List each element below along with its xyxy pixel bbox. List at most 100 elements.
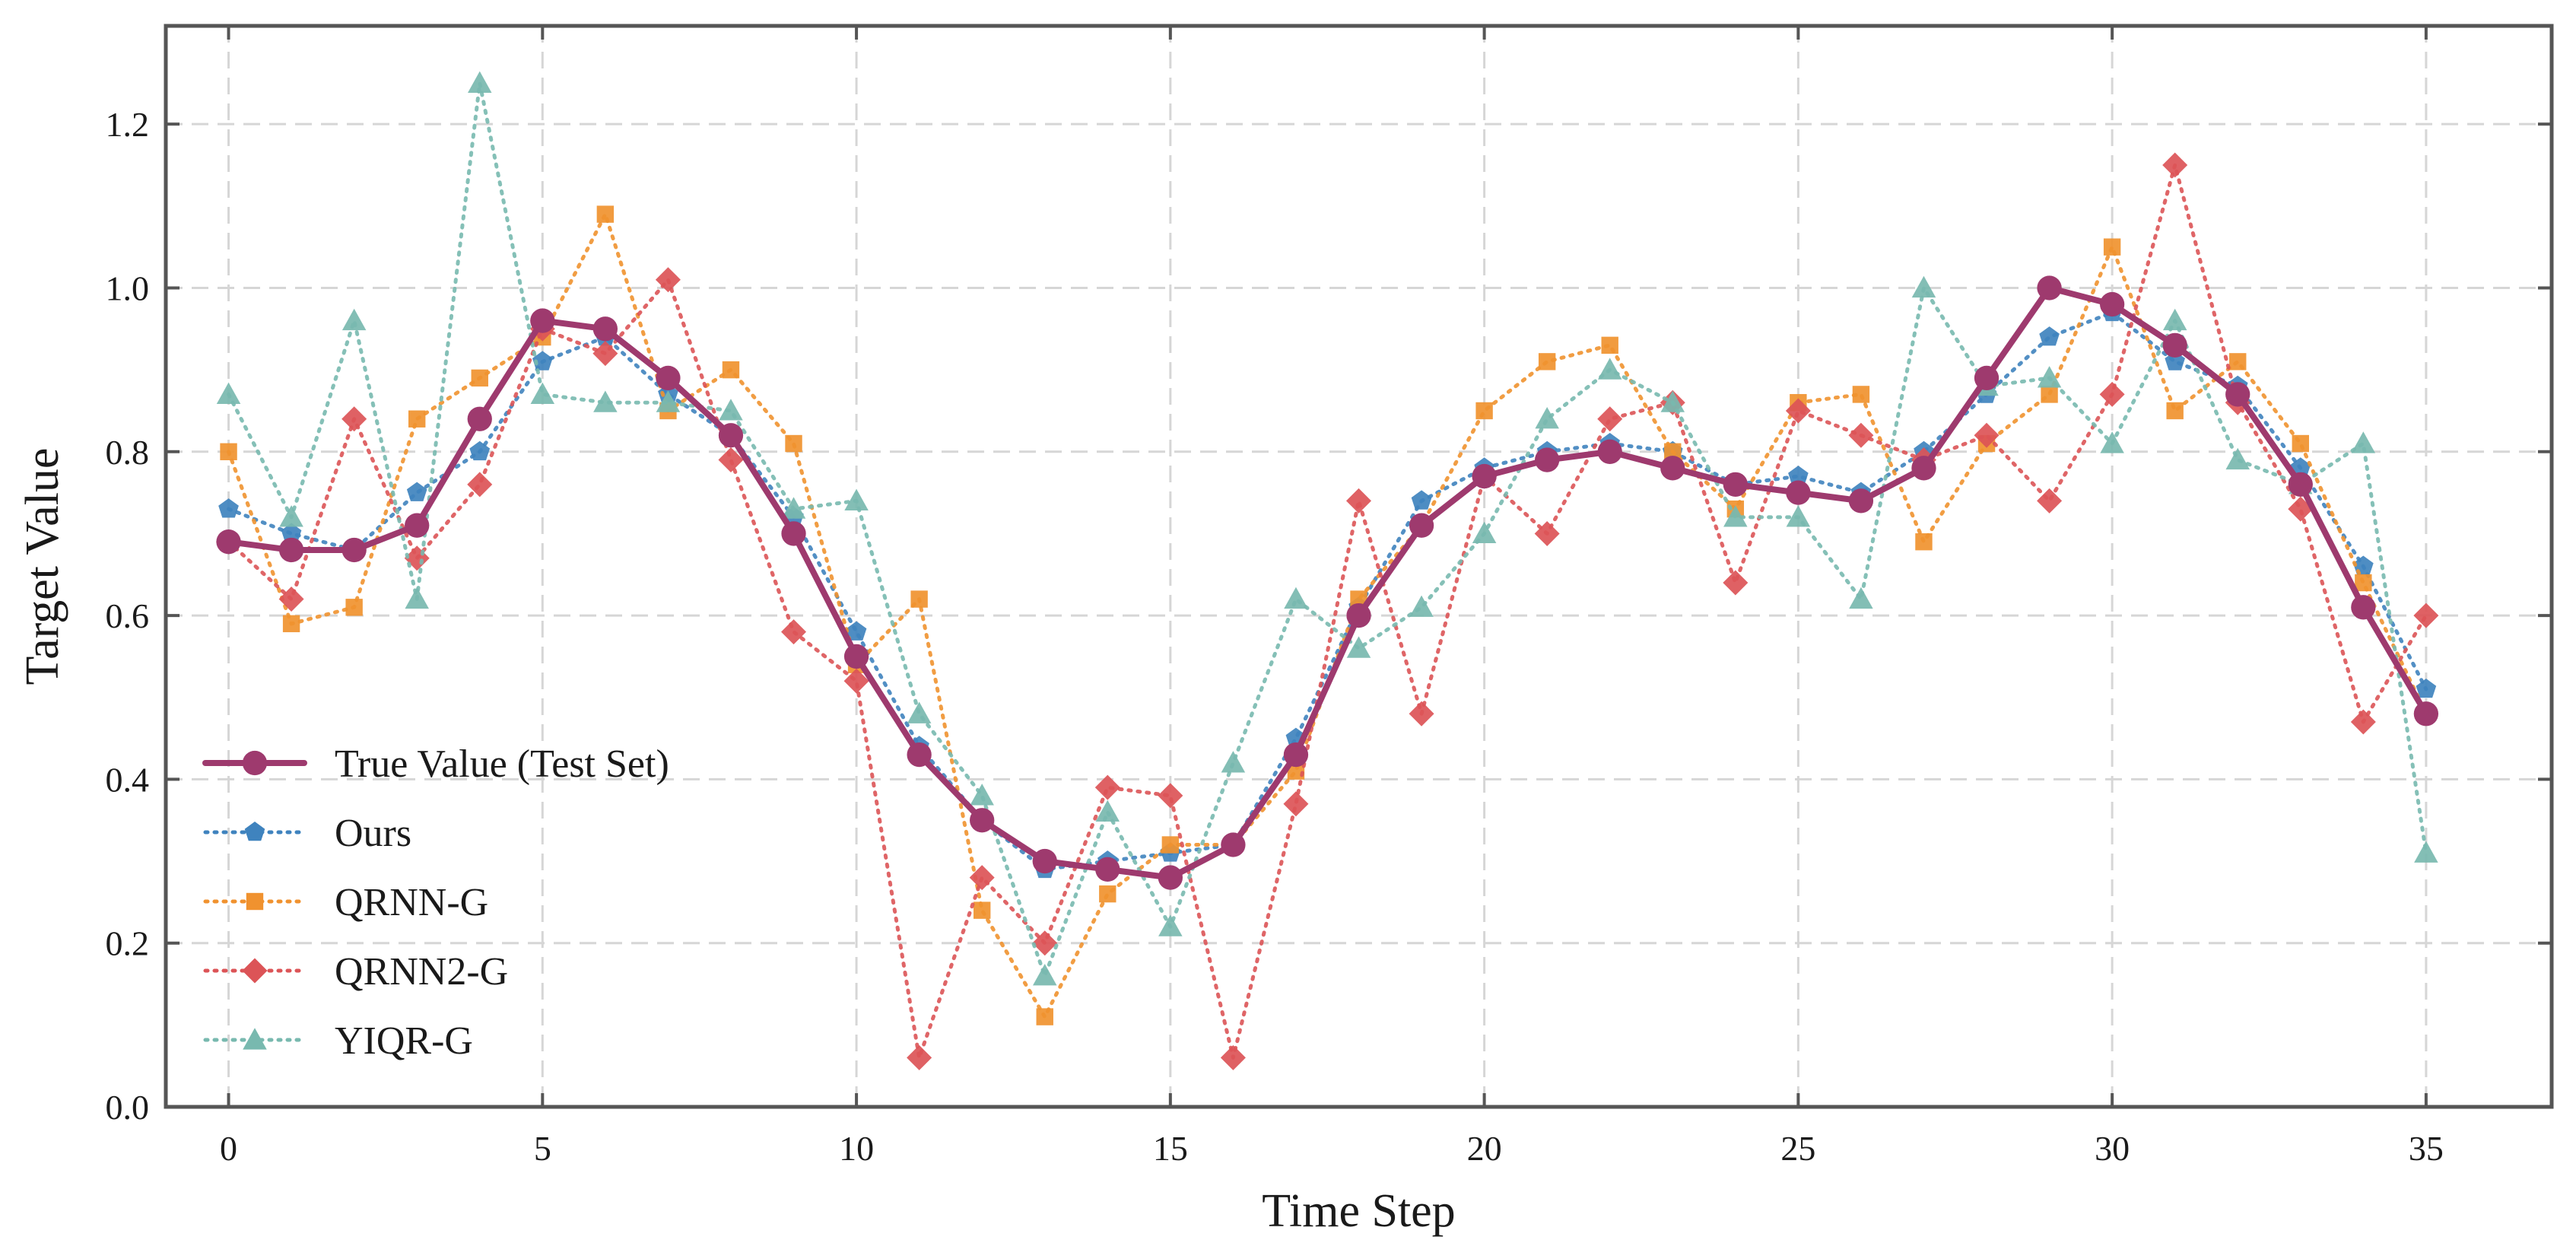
data-point <box>1788 466 1809 485</box>
data-point <box>1601 336 1618 354</box>
data-point <box>656 390 681 412</box>
data-point <box>2037 488 2063 513</box>
data-point <box>469 440 491 461</box>
data-point <box>216 529 241 555</box>
series-line <box>227 212 2428 1019</box>
y-axis-title: Target Value <box>17 448 68 685</box>
x-tick-label: 25 <box>1780 1129 1815 1168</box>
series-true-value-test-set- <box>216 275 2439 890</box>
x-tick-label: 10 <box>839 1129 874 1168</box>
data-point <box>468 71 492 93</box>
y-tick-label: 1.2 <box>106 105 150 144</box>
data-point <box>216 382 241 405</box>
data-point <box>722 361 740 379</box>
data-point <box>532 351 553 370</box>
data-point <box>2355 574 2372 592</box>
data-point <box>843 668 869 694</box>
data-point <box>907 742 932 768</box>
x-tick-label: 0 <box>220 1129 237 1168</box>
y-tick-label: 0.8 <box>106 433 150 472</box>
data-point <box>1534 520 1560 546</box>
data-point <box>910 590 928 608</box>
data-point <box>1032 848 1057 874</box>
data-point <box>1786 480 1811 505</box>
legend-marker <box>246 892 264 911</box>
data-point <box>1538 353 1556 370</box>
axes: 0 5 10 15 20 25 30 35 0.0 0.2 0.4 0.6 0.8 1.0 1.2 Time … <box>17 24 2554 1237</box>
data-point <box>1597 406 1623 432</box>
data-point <box>2290 457 2311 477</box>
data-point <box>2229 353 2247 370</box>
data-point <box>1095 857 1120 882</box>
data-point <box>1535 447 1560 472</box>
legend-label: QRNN2-G <box>335 950 508 994</box>
data-point <box>530 382 555 405</box>
data-point <box>1911 275 1936 298</box>
data-point <box>1409 701 1434 726</box>
series-line <box>227 81 2428 978</box>
data-point <box>2039 326 2060 346</box>
x-axis-title: Time Step <box>1262 1185 1455 1237</box>
y-tick-label: 0.0 <box>106 1088 150 1127</box>
x-tick-label: 30 <box>2095 1129 2130 1168</box>
data-point <box>1660 456 1685 481</box>
data-point <box>2351 595 2376 620</box>
data-point <box>2350 709 2376 735</box>
data-point <box>655 267 681 293</box>
data-point <box>1284 587 1308 609</box>
data-point <box>1346 602 1371 628</box>
grid <box>166 26 2552 1108</box>
data-point <box>973 901 991 919</box>
legend-entry: Ours <box>203 812 411 855</box>
data-point <box>1158 865 1183 890</box>
data-point <box>1161 836 1180 854</box>
data-point <box>1535 406 1559 429</box>
y-tick-label: 0.6 <box>106 596 150 635</box>
y-tick-label: 0.2 <box>106 924 150 963</box>
data-point <box>1848 488 1874 513</box>
data-point <box>592 316 618 342</box>
data-point <box>345 599 363 616</box>
data-point <box>1597 439 1622 464</box>
data-point <box>2414 841 2438 863</box>
data-point <box>467 472 493 498</box>
series-yiqr-g <box>216 71 2438 986</box>
data-point <box>405 513 430 538</box>
data-point <box>1974 365 1999 391</box>
data-point <box>907 701 932 723</box>
legend-marker <box>242 750 268 776</box>
legend-entry: QRNN-G <box>203 881 488 924</box>
y-tick-label: 1.0 <box>106 269 150 307</box>
data-point <box>341 537 367 563</box>
data-point <box>1723 505 1748 527</box>
data-point <box>1911 456 1936 481</box>
data-point <box>218 498 239 518</box>
data-point <box>596 205 615 223</box>
data-point <box>220 443 237 460</box>
data-point <box>471 369 488 387</box>
data-point <box>1346 636 1371 658</box>
data-point <box>1852 386 1870 403</box>
data-point <box>2292 434 2309 453</box>
data-point <box>1785 398 1811 424</box>
data-point <box>970 784 994 806</box>
data-point <box>1723 570 1749 596</box>
data-point <box>1032 930 1058 956</box>
data-point <box>1472 521 1497 544</box>
series-line <box>227 163 2428 1060</box>
legend-marker <box>243 1028 267 1050</box>
x-tick-label: 35 <box>2409 1129 2444 1168</box>
data-point <box>1660 390 1685 412</box>
data-point <box>341 308 367 331</box>
data-point <box>2162 152 2188 178</box>
data-point <box>1597 358 1622 380</box>
data-point <box>2225 447 2250 470</box>
data-point <box>2037 366 2062 388</box>
data-point <box>2351 431 2376 453</box>
data-point <box>907 1044 932 1070</box>
data-point <box>719 399 743 421</box>
series-qrnn-g <box>220 205 2435 1025</box>
data-point <box>2041 386 2058 403</box>
data-point <box>1664 443 1682 460</box>
data-point <box>718 423 744 448</box>
